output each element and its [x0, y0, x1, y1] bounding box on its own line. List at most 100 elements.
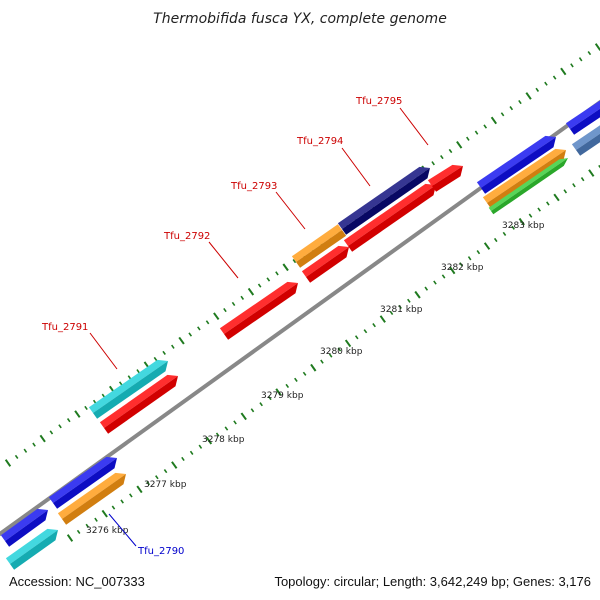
- inner-major-tick: [518, 217, 525, 226]
- gene-feature-blue-b[interactable]: [48, 456, 117, 509]
- outer-minor-tick: [483, 124, 488, 129]
- outer-minor-tick: [223, 307, 227, 313]
- outer-minor-tick: [14, 454, 19, 459]
- feature-bottom-face: [53, 458, 117, 509]
- inner-minor-tick: [511, 225, 515, 230]
- inner-major-tick: [310, 363, 317, 372]
- inner-minor-tick: [459, 262, 463, 267]
- outer-minor-tick: [509, 106, 514, 111]
- feature-bottom-face: [5, 510, 48, 547]
- outer-minor-tick: [197, 326, 201, 331]
- gene-feature-orange-tfu-2793[interactable]: [291, 224, 347, 268]
- feature-top-face: [99, 374, 178, 428]
- inner-minor-tick: [528, 213, 533, 218]
- gene-label-tfu-2790[interactable]: Tfu_2790: [108, 513, 184, 557]
- inner-minor-tick: [215, 432, 220, 437]
- inner-minor-tick: [94, 517, 98, 522]
- feature-top-face: [88, 359, 168, 413]
- inner-minor-tick: [294, 377, 298, 382]
- inner-minor-tick: [372, 323, 376, 328]
- outer-major-tick: [594, 43, 600, 51]
- inner-major-tick: [205, 436, 213, 445]
- inner-major-tick: [136, 485, 143, 494]
- outer-minor-tick: [266, 277, 271, 282]
- inner-minor-tick: [441, 274, 446, 279]
- outer-major-tick: [178, 336, 185, 345]
- inner-minor-tick: [563, 189, 568, 194]
- gene-label-tfu-2791[interactable]: Tfu_2791: [41, 322, 118, 370]
- feature-top-face: [337, 166, 430, 229]
- inner-minor-tick: [181, 456, 185, 462]
- feature-top-face: [5, 528, 58, 564]
- tick-label: 3279 kbp: [261, 391, 304, 401]
- gene-label-text: Tfu_2795: [355, 96, 402, 107]
- inner-major-tick: [414, 290, 421, 299]
- feature-track: [0, 100, 600, 570]
- tick-label: 3282 kbp: [441, 263, 484, 273]
- outer-major-tick: [456, 141, 463, 149]
- gene-feature-orange-b[interactable]: [482, 148, 566, 209]
- feature-top-face: [488, 158, 568, 211]
- inner-minor-tick: [502, 231, 507, 236]
- gene-label-tfu-2793[interactable]: Tfu_2793: [230, 181, 306, 230]
- tick-label: 3280 kbp: [320, 347, 363, 357]
- inner-minor-tick: [424, 286, 429, 291]
- inner-minor-tick: [233, 420, 237, 425]
- feature-bottom-face: [296, 230, 347, 268]
- gene-feature-red-a[interactable]: [99, 374, 178, 434]
- gene-feature-cyan-a[interactable]: [5, 528, 58, 570]
- gene-feature-red-tfu-2792[interactable]: [219, 281, 298, 340]
- gene-label-tfu-2792[interactable]: Tfu_2792: [163, 231, 239, 279]
- leader-line: [108, 513, 137, 547]
- outer-minor-tick: [552, 75, 557, 80]
- outer-minor-tick: [84, 405, 88, 411]
- inner-major-tick: [553, 193, 560, 202]
- leader-line: [399, 107, 429, 146]
- outer-major-tick: [560, 67, 567, 76]
- gene-feature-cyan-tfu-2791[interactable]: [88, 359, 168, 419]
- gene-feature-red-b[interactable]: [301, 245, 349, 283]
- gene-feature-red-tfu-2795[interactable]: [427, 164, 463, 192]
- inner-major-tick: [66, 534, 74, 542]
- inner-minor-tick: [146, 481, 151, 486]
- gene-label-group: Tfu_2790 Tfu_2791 Tfu_2792 Tfu_2793 Tfu_2794…: [41, 96, 429, 557]
- inner-minor-tick: [163, 469, 168, 474]
- gene-feature-navy-tfu-2794[interactable]: [337, 166, 430, 235]
- inner-minor-tick: [320, 359, 324, 364]
- gene-label-tfu-2795[interactable]: Tfu_2795: [355, 96, 429, 146]
- gene-feature-red-c[interactable]: [343, 183, 436, 252]
- inner-minor-tick: [407, 298, 411, 303]
- gene-feature-blue-c[interactable]: [476, 135, 556, 194]
- gene-feature-blue-a[interactable]: [0, 508, 48, 547]
- gene-feature-steelblue-a[interactable]: [571, 121, 600, 156]
- gene-label-tfu-2794[interactable]: Tfu_2794: [296, 136, 371, 187]
- outer-minor-tick: [257, 283, 262, 288]
- feature-top-face: [476, 135, 556, 188]
- feature-bottom-face: [432, 166, 463, 192]
- inner-minor-tick: [111, 505, 116, 510]
- gene-label-text: Tfu_2792: [163, 231, 210, 242]
- outer-minor-tick: [578, 57, 583, 62]
- gene-feature-orange-a[interactable]: [57, 472, 126, 525]
- inner-major-tick: [344, 339, 352, 348]
- inner-minor-tick: [189, 450, 194, 455]
- inner-minor-tick: [302, 371, 307, 376]
- feature-top-face: [571, 125, 600, 150]
- outer-minor-tick: [66, 418, 71, 423]
- feature-bottom-face: [224, 283, 298, 340]
- outer-minor-tick: [205, 320, 210, 325]
- feature-top-face: [427, 164, 463, 186]
- gene-feature-blue-d[interactable]: [565, 100, 600, 135]
- inner-major-tick: [240, 412, 247, 421]
- map-title: Thermobifida fusca YX, complete genome: [153, 11, 447, 27]
- inner-minor-tick: [259, 402, 263, 407]
- outer-major-tick: [282, 263, 289, 272]
- tick-label: 3276 kbp: [86, 526, 129, 536]
- gene-label-text: Tfu_2793: [230, 181, 277, 192]
- genome-summary-text: Topology: circular; Length: 3,642,249 bp…: [274, 574, 591, 589]
- gene-feature-green-a[interactable]: [488, 158, 568, 215]
- outer-major-tick: [525, 92, 532, 100]
- inner-minor-tick: [76, 529, 81, 534]
- feature-bottom-face: [491, 158, 568, 215]
